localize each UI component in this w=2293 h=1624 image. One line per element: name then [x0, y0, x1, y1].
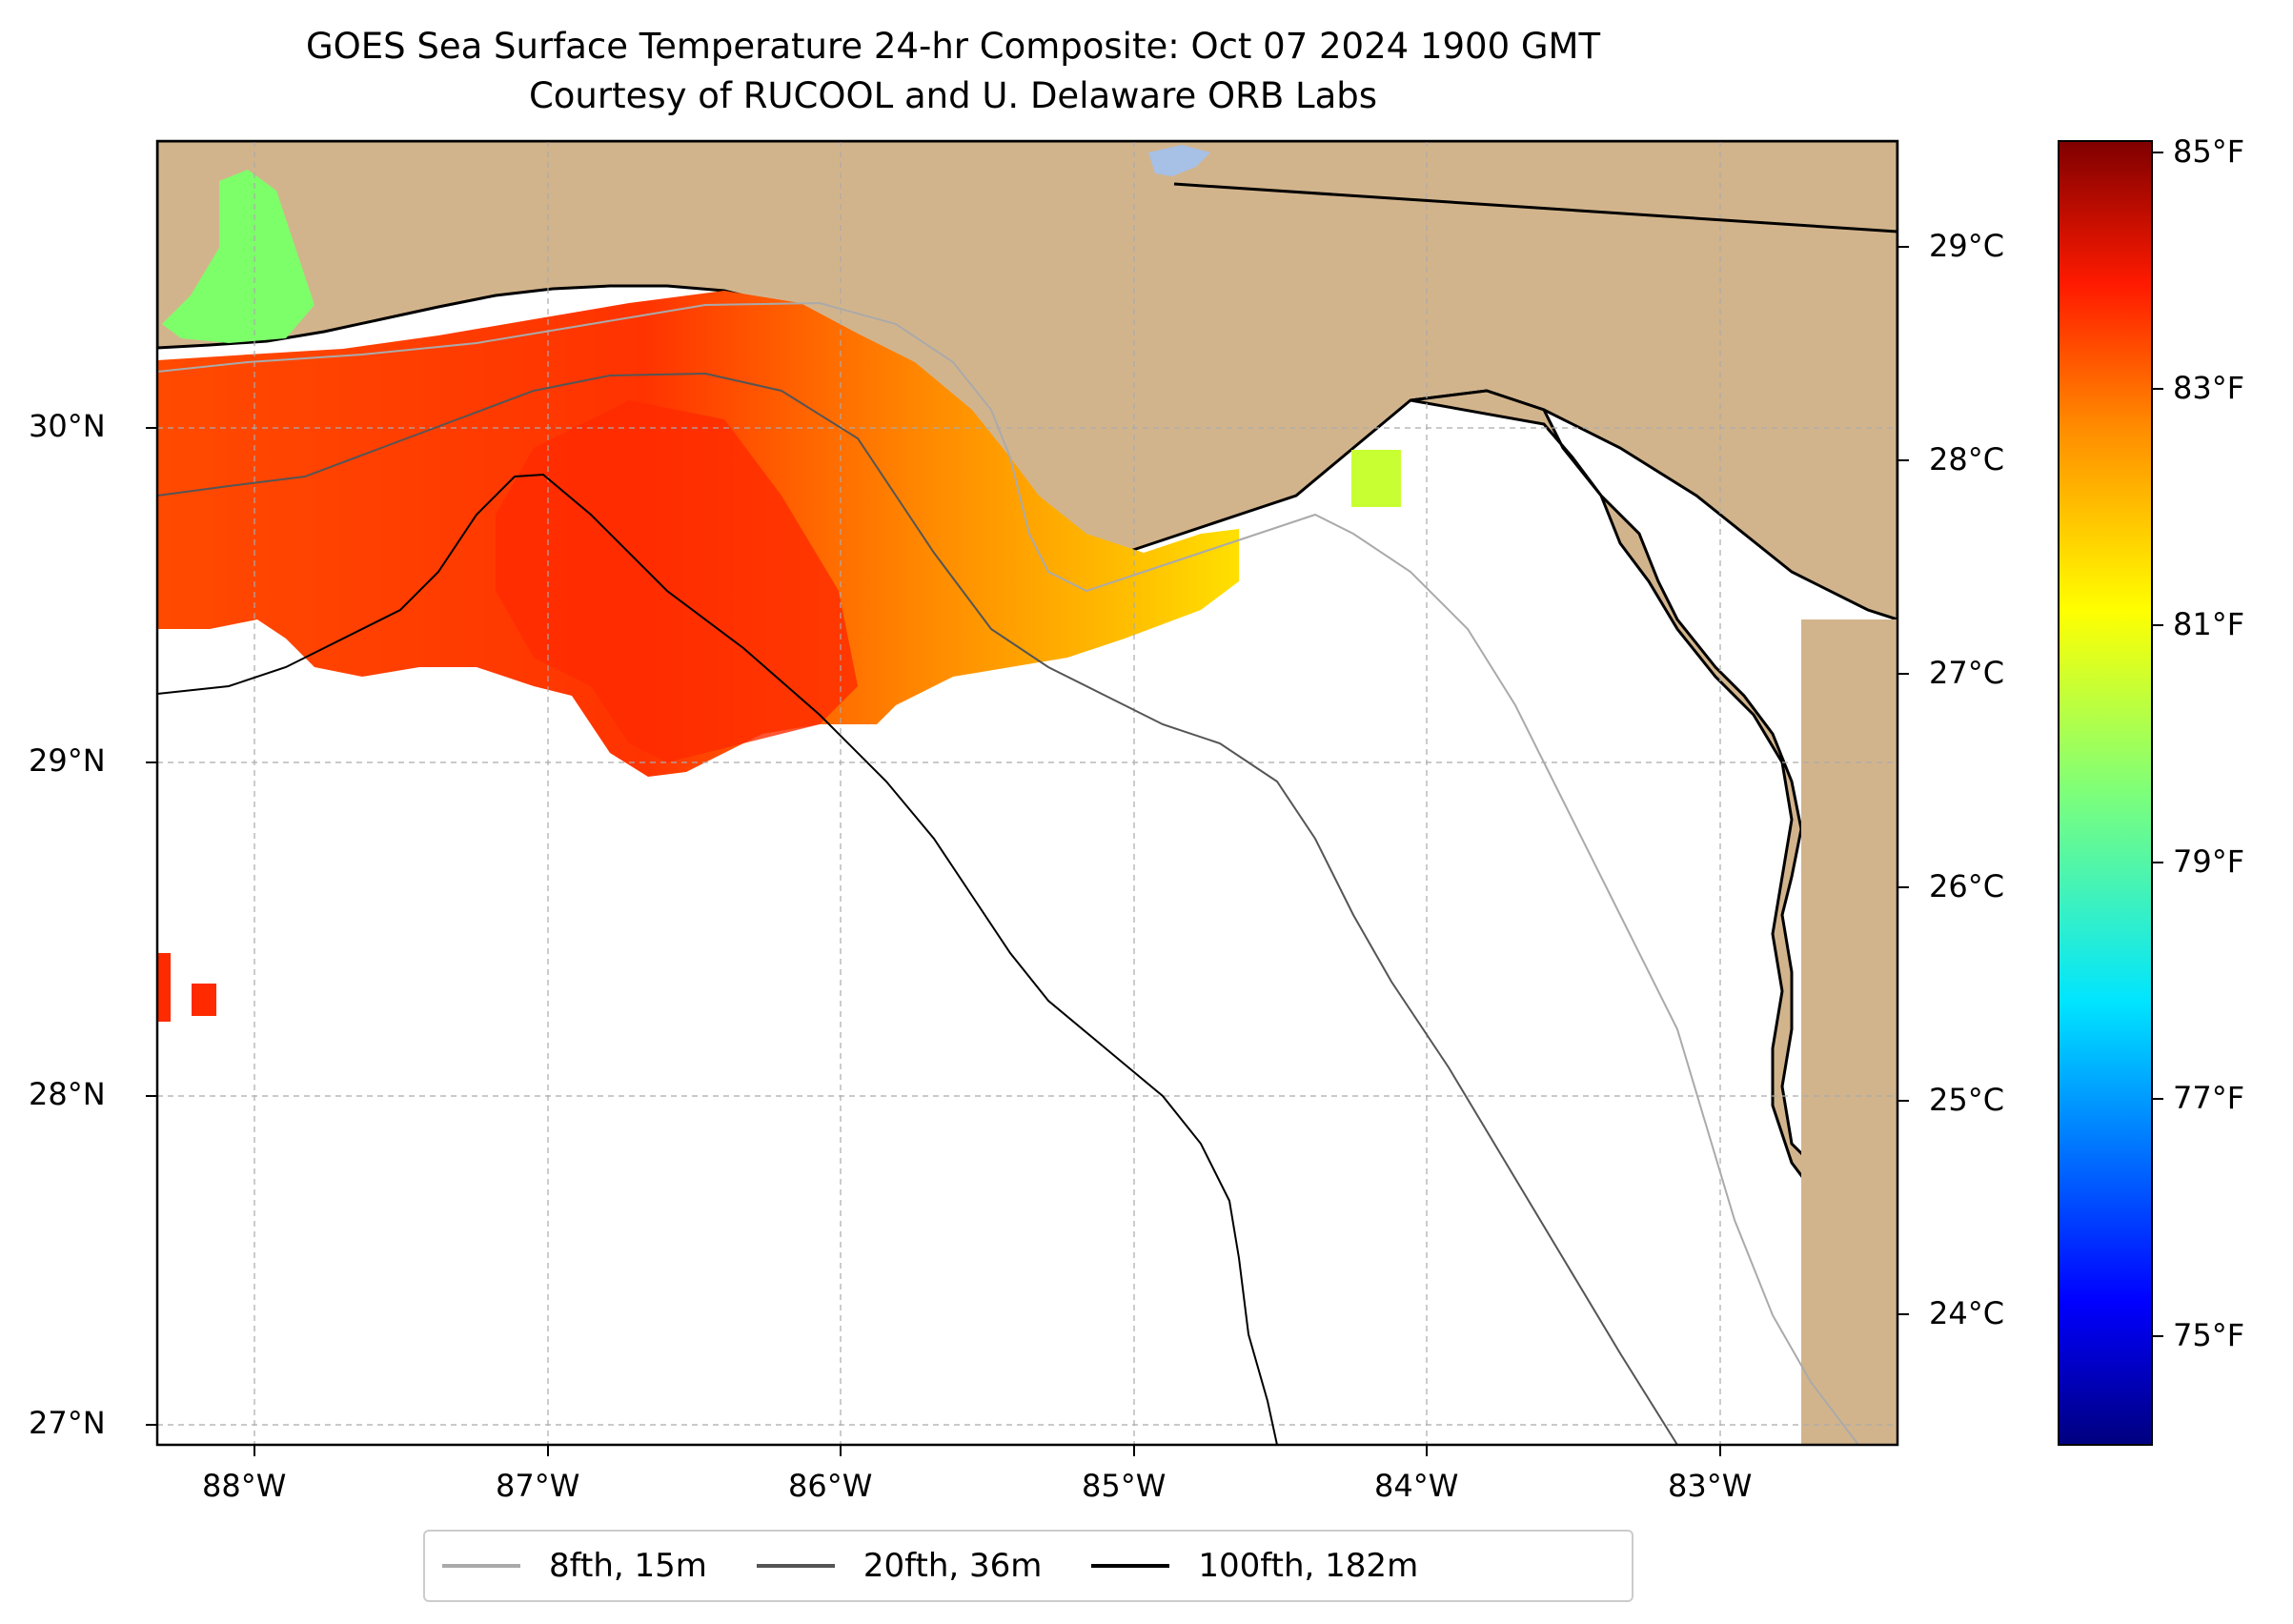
legend-item-182m: 100fth, 182m	[1091, 1547, 1418, 1585]
sst-red-speck-2	[192, 984, 216, 1016]
axis-ticks	[146, 427, 1721, 1456]
colorbar-label-c-27: 27°C	[1929, 655, 2005, 691]
map-title: GOES Sea Surface Temperature 24-hr Compo…	[305, 26, 1601, 67]
legend-label-15m: 8fth, 15m	[549, 1547, 707, 1585]
lat-label-29n: 29°N	[29, 742, 106, 779]
colorbar-label-f-77: 77°F	[2173, 1080, 2245, 1116]
land-florida-east	[1801, 619, 1897, 1445]
lon-label-83w: 83°W	[1668, 1468, 1753, 1504]
colorbar-label-c-26: 26°C	[1929, 868, 2005, 904]
sst-green-bay	[162, 170, 315, 343]
colorbar-label-c-28: 28°C	[1929, 441, 2005, 477]
lat-label-30n: 30°N	[29, 408, 106, 444]
colorbar-label-c-29: 29°C	[1929, 228, 2005, 264]
lat-label-27n: 27°N	[29, 1405, 106, 1441]
legend-swatch-15m	[442, 1564, 520, 1568]
colorbar-label-f-85: 85°F	[2173, 133, 2245, 170]
map-subtitle: Courtesy of RUCOOL and U. Delaware ORB L…	[528, 75, 1378, 116]
colorbar-label-f-83: 83°F	[2173, 370, 2245, 406]
colorbar-label-c-24: 24°C	[1929, 1295, 2005, 1331]
legend-swatch-182m	[1091, 1564, 1170, 1568]
lake-patch	[1148, 145, 1210, 176]
sst-yellowgreen-patch	[1351, 450, 1401, 507]
lon-label-88w: 88°W	[202, 1468, 287, 1504]
isobath-15m	[157, 301, 1859, 1445]
isobath-36m	[157, 372, 1678, 1445]
legend-label-36m: 20fth, 36m	[862, 1547, 1043, 1585]
sst-red-speck	[157, 953, 171, 1022]
colorbar-label-c-25: 25°C	[1929, 1082, 2005, 1118]
sst-red-core	[496, 400, 858, 762]
graticule	[157, 141, 1897, 1445]
lon-label-87w: 87°W	[496, 1468, 580, 1504]
colorbar-label-f-79: 79°F	[2173, 843, 2245, 880]
isobath-legend: 8fth, 15m 20fth, 36m 100fth, 182m	[423, 1530, 1634, 1602]
lon-label-84w: 84°W	[1374, 1468, 1459, 1504]
legend-label-182m: 100fth, 182m	[1198, 1547, 1419, 1585]
colorbar-ticks	[1897, 152, 2163, 1337]
lon-label-85w: 85°W	[1082, 1468, 1167, 1504]
colorbar	[2058, 140, 2153, 1446]
lon-label-86w: 86°W	[788, 1468, 873, 1504]
colorbar-label-f-75: 75°F	[2173, 1317, 2245, 1353]
legend-item-15m: 8fth, 15m	[442, 1547, 707, 1585]
legend-swatch-36m	[756, 1564, 835, 1568]
colorbar-label-f-81: 81°F	[2173, 606, 2245, 642]
isobath-182m	[157, 473, 1278, 1445]
state-border	[1173, 182, 1897, 233]
legend-item-36m: 20fth, 36m	[756, 1547, 1043, 1585]
lat-label-28n: 28°N	[29, 1076, 106, 1112]
map-border	[155, 139, 1899, 1447]
